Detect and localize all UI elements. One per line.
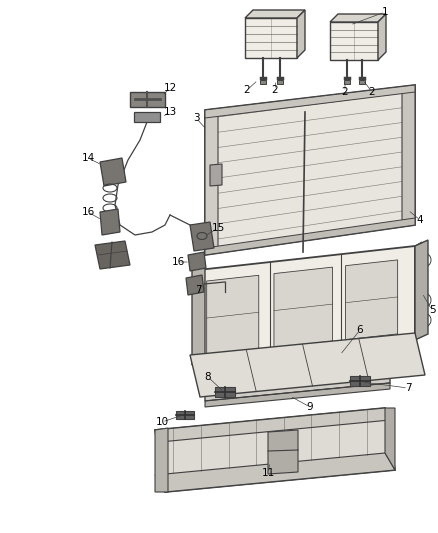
- Polygon shape: [205, 375, 390, 401]
- Polygon shape: [155, 453, 395, 492]
- Polygon shape: [346, 260, 398, 340]
- Polygon shape: [188, 252, 206, 271]
- Polygon shape: [277, 80, 283, 84]
- Polygon shape: [402, 88, 415, 224]
- Polygon shape: [155, 408, 395, 492]
- Polygon shape: [192, 265, 205, 365]
- Polygon shape: [100, 158, 126, 186]
- Text: 7: 7: [405, 383, 411, 393]
- Text: 9: 9: [307, 402, 313, 412]
- Polygon shape: [415, 240, 428, 340]
- Polygon shape: [205, 383, 390, 407]
- Polygon shape: [155, 428, 168, 492]
- Text: 11: 11: [261, 468, 275, 478]
- Text: 3: 3: [193, 113, 199, 123]
- Polygon shape: [134, 112, 160, 122]
- Polygon shape: [205, 113, 218, 250]
- Text: 16: 16: [81, 207, 95, 217]
- Polygon shape: [130, 92, 165, 107]
- Polygon shape: [245, 10, 305, 18]
- Polygon shape: [186, 275, 204, 295]
- Text: 15: 15: [212, 223, 225, 233]
- Polygon shape: [190, 222, 214, 251]
- Text: 2: 2: [244, 85, 250, 95]
- Polygon shape: [385, 408, 395, 470]
- Text: 1: 1: [381, 7, 389, 17]
- Text: 14: 14: [81, 153, 95, 163]
- Text: 4: 4: [417, 215, 423, 225]
- Polygon shape: [155, 408, 390, 442]
- Text: 6: 6: [357, 325, 363, 335]
- Polygon shape: [198, 340, 415, 372]
- Text: 16: 16: [171, 257, 185, 267]
- Polygon shape: [245, 18, 297, 58]
- Text: 2: 2: [369, 87, 375, 97]
- Polygon shape: [176, 411, 194, 419]
- Text: 13: 13: [163, 107, 177, 117]
- Text: 7: 7: [194, 285, 201, 295]
- Text: 8: 8: [205, 372, 211, 382]
- Polygon shape: [344, 80, 350, 84]
- Polygon shape: [297, 10, 305, 58]
- Polygon shape: [205, 85, 415, 255]
- Polygon shape: [205, 218, 415, 255]
- Polygon shape: [207, 275, 259, 355]
- Polygon shape: [378, 14, 386, 60]
- Text: 12: 12: [163, 83, 177, 93]
- Polygon shape: [415, 242, 422, 340]
- Polygon shape: [260, 80, 266, 84]
- Polygon shape: [205, 85, 415, 118]
- Polygon shape: [210, 164, 222, 186]
- Polygon shape: [274, 267, 332, 348]
- Polygon shape: [350, 376, 370, 386]
- Text: 5: 5: [429, 305, 435, 315]
- Polygon shape: [215, 387, 235, 397]
- Polygon shape: [95, 241, 130, 269]
- Polygon shape: [100, 209, 120, 235]
- Text: 10: 10: [155, 417, 169, 427]
- Text: 2: 2: [272, 85, 278, 95]
- Polygon shape: [190, 333, 425, 397]
- Text: 2: 2: [342, 87, 348, 97]
- Polygon shape: [268, 430, 298, 474]
- Polygon shape: [330, 22, 378, 60]
- Polygon shape: [198, 246, 415, 364]
- Polygon shape: [359, 80, 365, 84]
- Polygon shape: [330, 14, 386, 22]
